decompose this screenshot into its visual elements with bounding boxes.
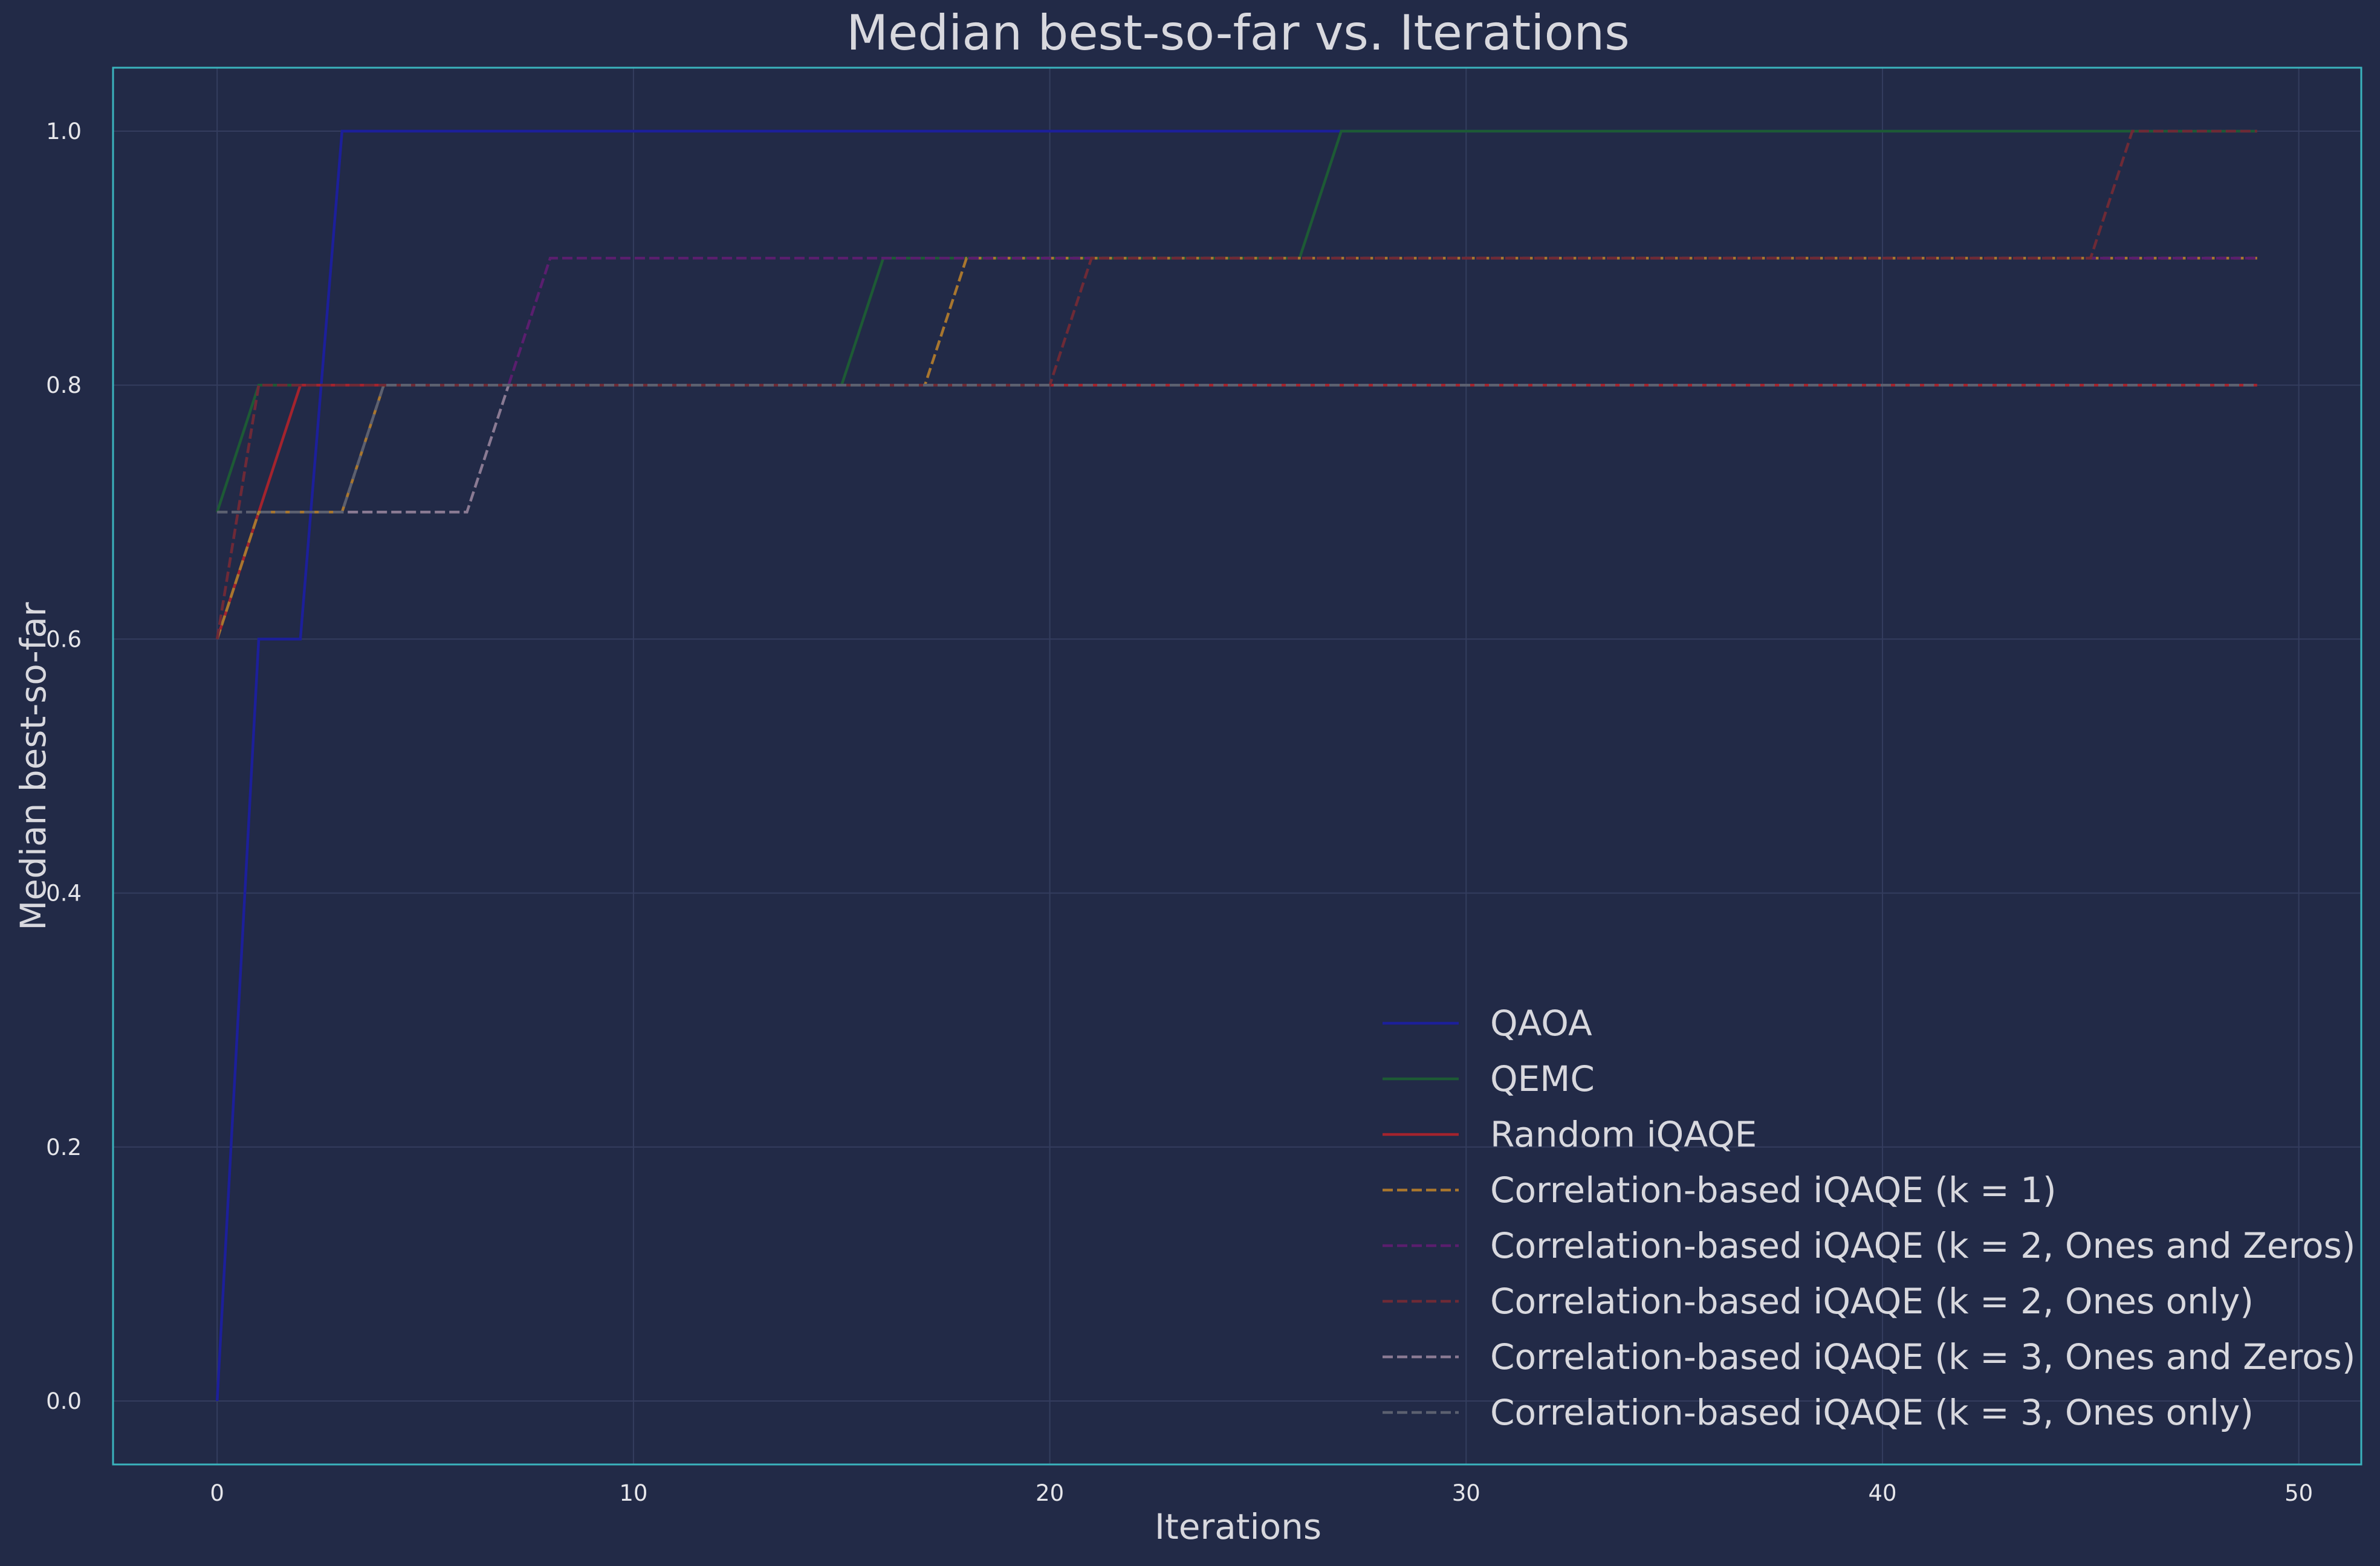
axes-frame xyxy=(112,66,2362,1466)
y-tick-label: 0.4 xyxy=(46,881,82,907)
y-tick-label: 1.0 xyxy=(46,118,82,144)
y-axis-ticks: 0.0 0.2 0.4 0.6 0.8 1.0 xyxy=(46,118,82,1414)
legend-label: Correlation-based iQAQE (k = 1) xyxy=(1490,1170,2057,1211)
legend: QAOA QEMC Random iQAQE Correlation-based iQ… xyxy=(1383,1003,2356,1433)
series-line-8 xyxy=(217,383,2257,514)
chart-title: Median best-so-far vs. Iterations xyxy=(846,5,1630,61)
legend-label: Random iQAQE xyxy=(1490,1114,1757,1155)
x-tick-label: 30 xyxy=(1452,1480,1480,1506)
legend-label: Correlation-based iQAQE (k = 2, Ones onl… xyxy=(1490,1281,2254,1322)
x-tick-label: 50 xyxy=(2284,1480,2313,1506)
series-group xyxy=(215,129,2257,1402)
legend-label: QAOA xyxy=(1490,1003,1592,1044)
x-tick-label: 40 xyxy=(1868,1480,1896,1506)
x-axis-ticks: 0 10 20 30 40 50 xyxy=(210,1480,2313,1506)
y-tick-label: 0.2 xyxy=(46,1134,82,1160)
y-tick-label: 0.0 xyxy=(46,1388,82,1414)
x-tick-label: 10 xyxy=(619,1480,647,1506)
legend-label: QEMC xyxy=(1490,1058,1595,1099)
x-tick-label: 20 xyxy=(1036,1480,1064,1506)
x-axis-label: Iterations xyxy=(1155,1506,1321,1547)
legend-label: Correlation-based iQAQE (k = 3, Ones onl… xyxy=(1490,1392,2254,1433)
y-axis-label: Median best-so-far xyxy=(13,602,54,930)
x-tick-label: 0 xyxy=(210,1480,224,1506)
legend-label: Correlation-based iQAQE (k = 2, Ones and… xyxy=(1490,1225,2356,1266)
legend-label: Correlation-based iQAQE (k = 3, Ones and… xyxy=(1490,1336,2356,1377)
y-tick-label: 0.6 xyxy=(46,626,82,652)
y-tick-label: 0.8 xyxy=(46,372,82,398)
series-line-6 xyxy=(215,129,2257,639)
